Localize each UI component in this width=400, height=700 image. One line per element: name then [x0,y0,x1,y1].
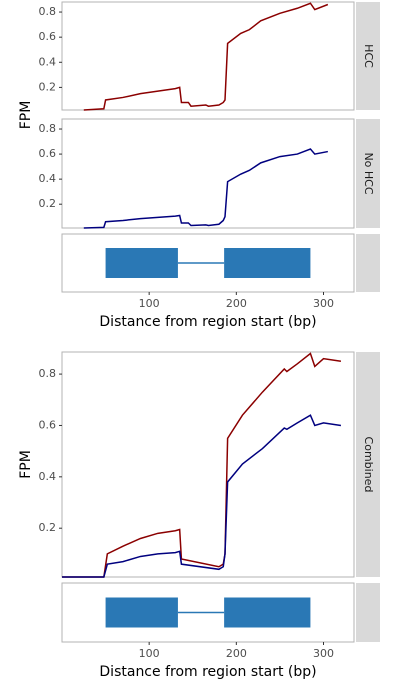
line [83,2,329,111]
exon [224,248,311,278]
strip [356,2,380,110]
strip-label: Combined [362,437,375,493]
panel [61,1,355,111]
y-tick-label: 0.4 [39,172,57,185]
x-axis-title: Distance from region start (bp) [99,664,316,680]
panel [61,118,355,229]
line [62,414,342,578]
x-tick-label: 100 [139,647,160,660]
x-tick-label: 200 [226,297,247,310]
y-tick-label: 0.8 [39,5,57,18]
strip [356,352,380,577]
exon [224,597,311,628]
strip [356,583,380,642]
y-tick-label: 0.6 [39,147,57,160]
panel [61,351,355,578]
y-tick-label: 0.4 [39,55,57,68]
y-tick-label: 0.6 [39,30,57,43]
strip-label: HCC [362,44,375,68]
strip [356,119,380,228]
x-tick-label: 200 [226,647,247,660]
y-axis-title: FPM [18,101,34,130]
strip [356,234,380,292]
y-tick-label: 0.8 [39,367,57,380]
y-tick-label: 0.2 [39,197,57,210]
line [83,148,328,229]
y-tick-label: 0.2 [39,521,57,534]
exon [105,597,178,628]
y-tick-label: 0.2 [39,80,57,93]
x-tick-label: 300 [313,297,334,310]
y-tick-label: 0.4 [39,470,57,483]
y-tick-label: 0.6 [39,418,57,431]
y-tick-label: 0.8 [39,122,57,135]
y-axis-title: FPM [18,450,34,479]
exon [105,248,178,278]
strip-label: No HCC [362,152,375,194]
x-tick-label: 300 [313,647,334,660]
x-axis-title: Distance from region start (bp) [99,314,316,330]
x-tick-label: 100 [139,297,160,310]
